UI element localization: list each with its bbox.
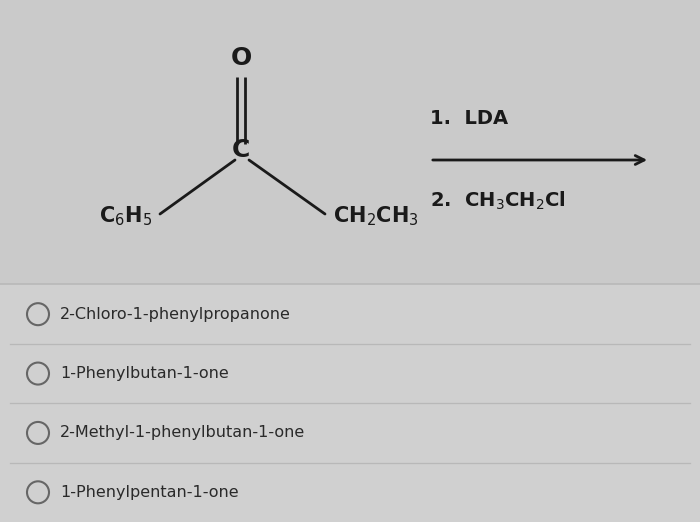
Text: C$_6$H$_5$: C$_6$H$_5$ <box>99 204 152 228</box>
Bar <box>0 284 700 522</box>
Text: CH$_2$CH$_3$: CH$_2$CH$_3$ <box>333 204 419 228</box>
Text: C: C <box>232 138 250 162</box>
Bar <box>0 0 700 284</box>
Text: O: O <box>230 46 251 70</box>
Text: 1.  LDA: 1. LDA <box>430 109 508 128</box>
Text: 1-Phenylbutan-1-one: 1-Phenylbutan-1-one <box>60 366 229 381</box>
Text: 2-Chloro-1-phenylpropanone: 2-Chloro-1-phenylpropanone <box>60 307 291 322</box>
Text: 2.  CH$_3$CH$_2$Cl: 2. CH$_3$CH$_2$Cl <box>430 190 566 212</box>
Text: 2-Methyl-1-phenylbutan-1-one: 2-Methyl-1-phenylbutan-1-one <box>60 425 305 441</box>
Text: 1-Phenylpentan-1-one: 1-Phenylpentan-1-one <box>60 485 239 500</box>
